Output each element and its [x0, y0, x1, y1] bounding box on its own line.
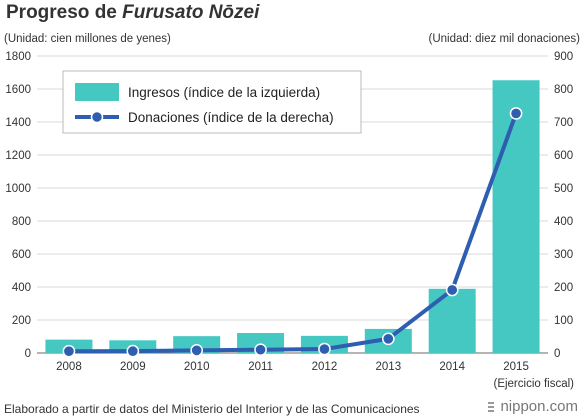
right-tick-label: 800 — [554, 84, 573, 96]
right-tick-label: 100 — [554, 315, 573, 327]
source-note: Elaborado a partir de datos del Minister… — [4, 402, 420, 416]
legend-line-marker — [90, 110, 104, 124]
chart-title-italic: Furusato Nōzei — [122, 2, 260, 23]
left-tick-label: 600 — [12, 249, 31, 261]
x-tick-label: 2008 — [56, 361, 82, 373]
right-axis-unit: (Unidad: diez mil donaciones) — [428, 33, 581, 45]
x-tick-label: 2014 — [439, 361, 465, 373]
left-tick-label: 0 — [25, 348, 31, 360]
legend-box — [62, 70, 362, 134]
x-tick-label: 2015 — [503, 361, 529, 373]
x-tick-label: 2010 — [184, 361, 210, 373]
right-tick-label: 400 — [554, 216, 573, 228]
brand-text: nippon.com — [500, 398, 578, 415]
x-tick-label: 2009 — [120, 361, 146, 373]
x-tick-label: 2013 — [376, 361, 402, 373]
right-tick-label: 200 — [554, 282, 573, 294]
chart-title: Progreso de Furusato Nōzei — [6, 2, 259, 24]
brand-logo: nippon.com — [488, 398, 578, 415]
x-tick-label: 2012 — [312, 361, 338, 373]
legend-bar-swatch — [75, 83, 119, 101]
line-point — [381, 332, 395, 346]
line-point — [509, 107, 523, 120]
line-point — [318, 342, 331, 356]
left-tick-labels: 0 200 400 600 800 1000 1200 1400 1600 1800 — [5, 51, 31, 360]
x-tick-labels: 2008 2009 2010 2011 2012 2013 2014 2015 — [56, 361, 529, 373]
legend-label-ingresos: Ingresos (índice de la izquierda) — [128, 85, 320, 100]
bar — [428, 288, 476, 353]
chart-title-prefix: Progreso de — [6, 2, 123, 23]
right-tick-label: 700 — [554, 117, 573, 129]
left-tick-label: 400 — [12, 282, 31, 294]
x-tick-label: 2011 — [248, 361, 273, 373]
left-tick-label: 1400 — [5, 117, 31, 129]
left-tick-label: 800 — [12, 216, 31, 228]
legend: Ingresos (índice de la izquierda) Donacio… — [62, 70, 362, 134]
left-tick-label: 1000 — [5, 183, 31, 195]
right-tick-label: 600 — [554, 150, 573, 162]
right-tick-labels: 0 100 200 300 400 500 600 700 800 900 — [554, 51, 573, 360]
line-point — [190, 344, 204, 357]
right-tick-label: 0 — [554, 348, 560, 360]
line-series — [62, 107, 523, 358]
left-tick-label: 1600 — [5, 84, 31, 96]
line-point — [254, 343, 267, 357]
line-point — [126, 344, 140, 358]
line-point — [62, 344, 76, 358]
legend-label-donaciones: Donaciones (índice de la derecha) — [128, 110, 334, 125]
bar — [492, 80, 540, 353]
line-point — [445, 283, 459, 297]
x-axis-note: (Ejercicio fiscal) — [493, 378, 574, 390]
left-axis-unit: (Unidad: cien millones de yenes) — [4, 33, 171, 45]
brand-bars-icon — [488, 401, 495, 413]
right-tick-label: 900 — [554, 51, 573, 63]
right-tick-label: 300 — [554, 249, 573, 261]
left-tick-label: 200 — [12, 315, 31, 327]
left-tick-label: 1800 — [5, 51, 31, 63]
left-tick-label: 1200 — [5, 150, 31, 162]
donations-line — [68, 112, 518, 354]
right-tick-label: 500 — [554, 183, 573, 195]
